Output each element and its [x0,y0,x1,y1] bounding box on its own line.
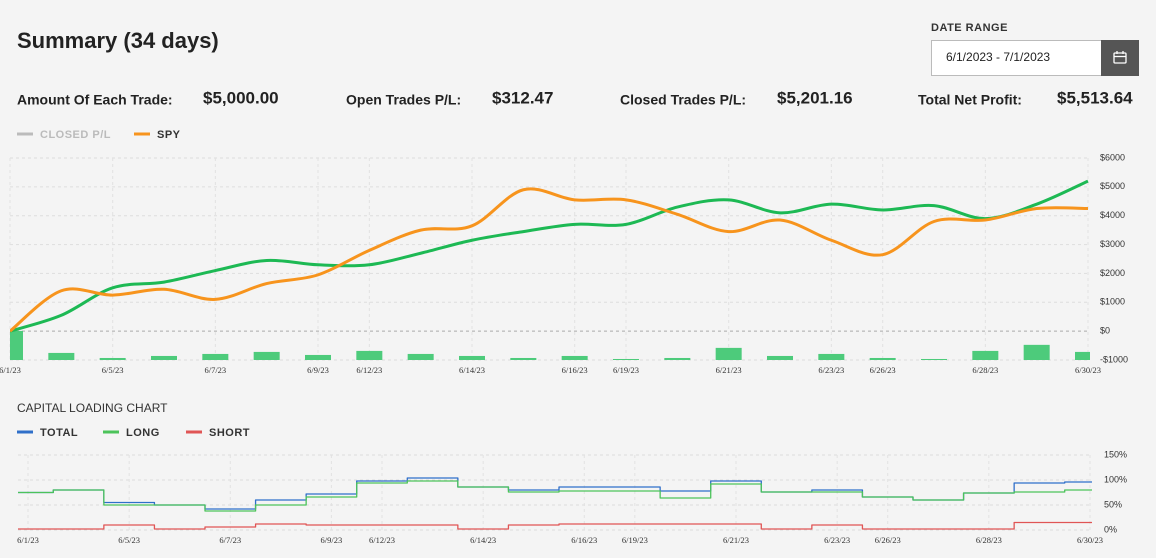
x-tick-label: 6/26/23 [875,535,901,545]
date-range-input[interactable] [931,40,1102,76]
y-tick-label: -$1000 [1100,354,1128,364]
y-tick-label: 100% [1104,474,1127,484]
y-tick-label: 150% [1104,449,1127,459]
x-tick-label: 6/30/23 [1075,365,1101,375]
x-tick-label: 6/7/23 [204,365,226,375]
chart: -$1000 $0 $1000 $2000 $3000 $4000 $5000 $6000 6/… [0,129,1128,375]
page-title: Summary (34 days) [17,28,219,53]
x-tick-label: 6/14/23 [470,535,496,545]
x-tick-label: 6/21/23 [723,535,749,545]
stat-label: Open Trades P/L: [346,92,461,108]
x-tick-label: 6/23/23 [824,535,850,545]
x-tick-label: 6/30/23 [1077,535,1103,545]
y-tick-label: $2000 [1100,268,1125,278]
bar [10,330,23,360]
bar [818,353,845,360]
legend-label: SHORT [209,427,250,439]
stat-value: $5,000.00 [203,88,279,107]
x-tick-label: 6/5/23 [118,535,140,545]
bar [253,351,280,360]
stat-value: $5,513.64 [1057,88,1133,107]
x-tick-label: 6/12/23 [356,365,382,375]
y-tick-label: $6000 [1100,152,1125,162]
date-range-value: 6/1/2023 - 7/1/2023 [946,50,1050,64]
bar [48,352,75,360]
x-tick-label: 6/7/23 [219,535,241,545]
x-tick-label: 6/5/23 [102,365,124,375]
plot-area [18,477,1092,530]
x-tick-label: 6/9/23 [307,365,329,375]
x-tick-label: 6/9/23 [321,535,343,545]
bar [407,353,434,360]
bar [613,358,639,360]
calendar-icon [1113,51,1127,64]
bar [1023,344,1050,360]
x-tick-label: 6/23/23 [818,365,844,375]
y-tick-label: 50% [1104,499,1122,509]
plot-area [10,179,1090,360]
legend-label: LONG [126,427,160,439]
stat-label: Amount Of Each Trade: [17,92,173,108]
chart-title: CAPITAL LOADING CHART [17,401,168,415]
legend-label: CLOSED P/L [40,129,111,141]
x-tick-label: 6/19/23 [613,365,639,375]
stat-label: Total Net Profit: [918,92,1022,108]
x-tick-label: 6/12/23 [369,535,395,545]
stat-label: Closed Trades P/L: [620,92,746,108]
line-series [18,480,1092,512]
bar [972,350,999,360]
line-series [18,521,1092,530]
x-tick-label: 6/14/23 [459,365,485,375]
y-tick-label: $5000 [1100,181,1125,191]
y-tick-label: $4000 [1100,210,1125,220]
bar [305,354,331,360]
x-tick-label: 6/19/23 [622,535,648,545]
bar [459,355,485,360]
x-tick-label: 6/1/23 [17,535,39,545]
line-series [10,187,1089,333]
bar [1075,351,1090,360]
stats: Amount Of Each Trade: $5,000.00 Open Tra… [17,88,1133,107]
x-tick-label: 6/21/23 [716,365,742,375]
bar [202,353,229,360]
bar [510,357,537,360]
x-tick-label: 6/1/23 [0,365,21,375]
x-tick-label: 6/26/23 [870,365,896,375]
y-tick-label: $1000 [1100,297,1125,307]
x-tick-label: 6/16/23 [562,365,588,375]
bar [921,358,947,360]
calendar-button[interactable] [1101,40,1139,76]
x-tick-label: 6/28/23 [976,535,1002,545]
bar [715,347,742,360]
stat-value: $312.47 [492,88,553,107]
x-tick-label: 6/16/23 [571,535,597,545]
bar [99,357,126,360]
bar [356,350,383,360]
date-range-label: DATE RANGE [931,22,1008,34]
bar [664,357,691,360]
bar [869,357,896,360]
line-series [10,179,1089,333]
bar [561,355,588,360]
stat-value: $5,201.16 [777,88,853,107]
bar [767,355,793,360]
y-tick-label: 0% [1104,524,1117,534]
legend-label: SPY [157,129,181,141]
y-tick-label: $3000 [1100,239,1125,249]
x-tick-label: 6/28/23 [972,365,998,375]
legend-label: TOTAL [40,427,78,439]
chart: 0% 50% 100% 150% 6/1/23 6/5/23 6/7/23 6/9/23 6/1… [17,427,1127,545]
bar [151,355,177,360]
y-tick-label: $0 [1100,326,1110,336]
